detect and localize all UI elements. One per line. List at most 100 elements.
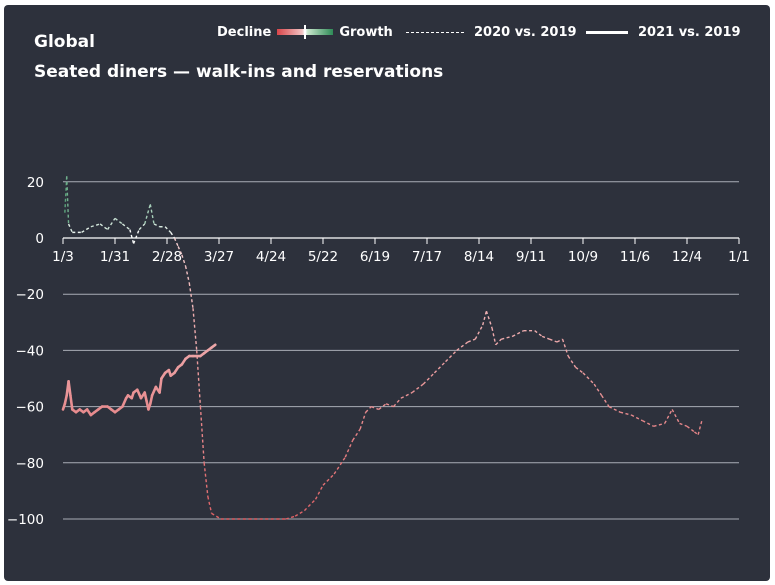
series-0-segment-40 <box>352 428 361 441</box>
series-0-segment-57 <box>491 327 497 345</box>
series-0-segment-18 <box>170 231 176 239</box>
y-axis: 20 0 −20 −40 −60 −80 −100 <box>7 175 44 528</box>
series-0-segment-71 <box>600 394 610 407</box>
series-0-segment-66 <box>561 338 569 357</box>
series-0-segment-36 <box>314 484 324 500</box>
series-0-segment-75 <box>642 420 654 427</box>
series-2020 <box>64 176 703 520</box>
series-0-segment-26 <box>199 406 205 463</box>
series-0-segment-72 <box>608 405 621 413</box>
series-0-segment-67 <box>567 355 577 368</box>
series-0-segment-70 <box>593 383 603 396</box>
series-1-segment-18 <box>121 396 128 408</box>
series-0-segment-9 <box>122 223 131 231</box>
series-0-segment-78 <box>671 409 681 424</box>
color-scale-legend: Decline Growth <box>217 23 393 41</box>
chart-card: Global Seated diners — walk-ins and rese… <box>4 5 770 581</box>
series-0-segment-35 <box>303 498 317 512</box>
series-1-segment-46 <box>210 343 217 349</box>
x-tick-label-12: 12/4 <box>672 249 702 265</box>
series-0-segment-76 <box>653 422 665 427</box>
series-0-segment-52 <box>456 341 469 351</box>
series-0-segment-50 <box>433 361 447 374</box>
series-0-segment-27 <box>203 462 209 497</box>
x-tick-label-13: 1/1 <box>728 249 750 265</box>
x-tick-label-0: 1/3 <box>52 249 74 265</box>
series-0-segment-4 <box>81 226 92 233</box>
series-0-segment-58 <box>495 338 502 346</box>
y-tick-label-4: −60 <box>16 400 45 416</box>
series-0-segment-6 <box>99 223 108 231</box>
series-0-segment-82 <box>697 420 703 435</box>
series-0-segment-59 <box>501 335 513 340</box>
diverging-gradient-bar <box>277 25 334 39</box>
x-tick-label-2: 2/28 <box>152 249 182 265</box>
x-tick-label-7: 7/17 <box>412 249 442 265</box>
series-0-segment-28 <box>207 496 213 514</box>
series-0-segment-56 <box>485 310 493 329</box>
series-0-segment-11 <box>132 229 140 244</box>
legend-2020-label: 2020 vs. 2019 <box>474 24 577 40</box>
series-0-segment-51 <box>445 349 458 363</box>
series-1-segment-31 <box>158 377 163 394</box>
legend-2021: 2021 vs. 2019 <box>586 23 741 41</box>
chart-title: Global <box>34 32 95 52</box>
x-tick-label-10: 10/9 <box>568 249 598 265</box>
series-0-segment-81 <box>694 431 699 436</box>
series-0-segment-12 <box>138 223 146 231</box>
solid-line-sample <box>586 30 628 34</box>
series-0-segment-45 <box>385 403 394 408</box>
series-0-segment-41 <box>359 412 367 430</box>
series-0-segment-7 <box>106 217 116 230</box>
series-0-segment-74 <box>630 414 643 422</box>
series-0-segment-77 <box>664 409 673 424</box>
series-0-segment-80 <box>686 425 695 433</box>
series-0-segment-73 <box>619 411 632 416</box>
series-0-segment-13 <box>144 204 151 225</box>
series-0-segment-8 <box>114 217 123 225</box>
series-0-segment-17 <box>164 226 172 233</box>
series-0-segment-21 <box>181 254 187 267</box>
x-tick-label-5: 5/22 <box>308 249 338 265</box>
y-tick-label-6: −100 <box>7 512 44 528</box>
series-0-segment-14 <box>149 204 155 225</box>
gridlines <box>63 181 739 520</box>
series-0-segment-53 <box>467 338 476 343</box>
series-1-segment-4 <box>69 394 74 411</box>
series-0-segment-10 <box>129 229 135 244</box>
series-0-segment-2 <box>67 223 73 233</box>
y-tick-label-0: 20 <box>27 175 44 191</box>
series-0-segment-62 <box>534 330 543 337</box>
series-0-segment-1 <box>66 176 70 224</box>
decline-label: Decline <box>217 24 272 40</box>
series-1-segment-3 <box>67 380 72 397</box>
series-0-segment-29 <box>211 512 222 520</box>
series-1-segment-1 <box>63 394 69 406</box>
series-0-segment-49 <box>422 372 435 385</box>
series-0-segment-37 <box>322 473 335 486</box>
gradient-zero-tick <box>304 25 307 39</box>
series-0-segment-42 <box>365 406 372 413</box>
series-2021 <box>61 343 217 417</box>
series-0-segment-60 <box>512 330 524 337</box>
series-0-segment-44 <box>378 403 387 410</box>
series-0-segment-54 <box>474 324 484 340</box>
x-tick-label-9: 9/11 <box>516 249 546 265</box>
y-tick-label-5: −80 <box>16 456 45 472</box>
x-axis: 1/3 1/31 2/28 3/27 4/24 5/22 6/19 7/17 8/14 9/11 1… <box>52 237 750 265</box>
series-0-segment-46 <box>393 397 402 408</box>
series-0-segment-47 <box>400 391 413 399</box>
x-tick-label-3: 3/27 <box>204 249 234 265</box>
line-chart: 1/3 1/31 2/28 3/27 4/24 5/22 6/19 7/17 8/14 9/11 1… <box>7 175 750 528</box>
series-0-segment-23 <box>188 282 194 309</box>
series-0-segment-69 <box>582 372 595 385</box>
series-0-segment-34 <box>294 509 305 517</box>
series-0-segment-79 <box>679 422 688 427</box>
y-tick-label-1: 0 <box>35 231 44 247</box>
series-1-segment-28 <box>148 394 154 406</box>
series-0-segment-22 <box>184 265 190 284</box>
growth-label: Growth <box>339 24 393 40</box>
y-tick-label-3: −40 <box>16 343 45 359</box>
y-tick-label-2: −20 <box>16 287 45 303</box>
x-tick-label-8: 8/14 <box>464 249 494 265</box>
